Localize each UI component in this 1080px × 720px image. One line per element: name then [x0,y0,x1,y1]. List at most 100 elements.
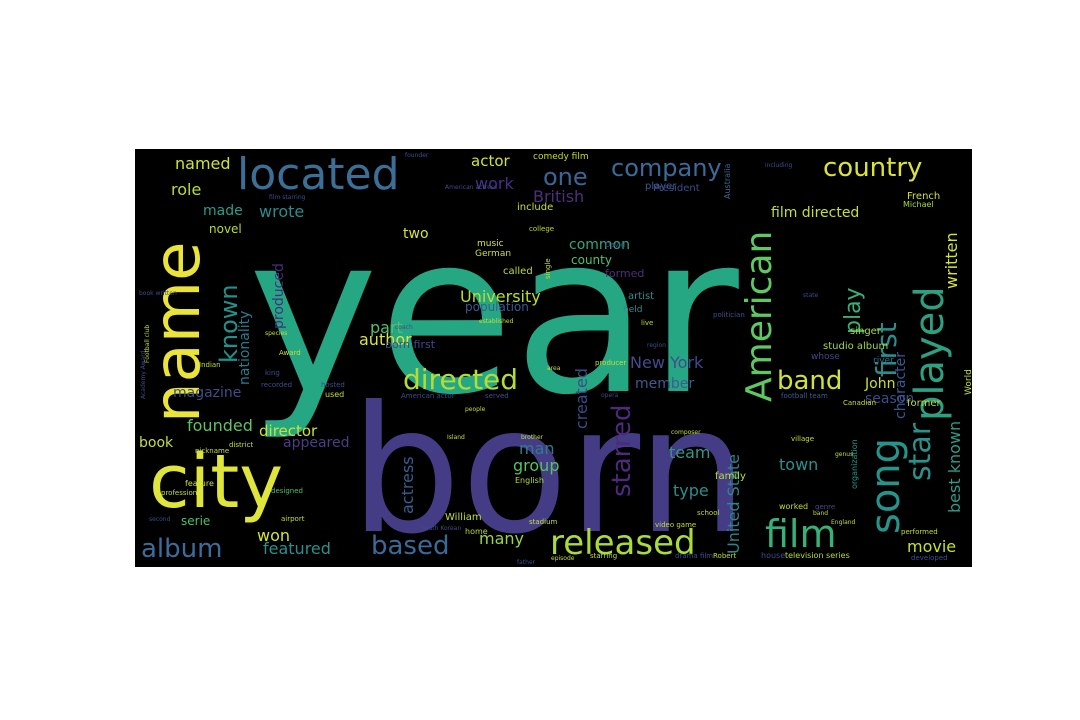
word-town: town [779,455,818,474]
word-novel: novel [209,222,242,236]
word-wrote: wrote [259,202,304,221]
word-people: people [465,406,486,413]
word-whose: whose [811,352,840,362]
word-area: area [547,365,561,372]
word-including: including [765,162,793,169]
word-featured: featured [263,539,331,558]
word-live: live [641,319,653,327]
word-produced: produced [271,263,287,329]
word-football-team: football team [781,392,828,400]
word-singer: singer [850,326,882,337]
word-best-known: best known [945,421,964,513]
word-called: called [503,266,533,277]
word-used: used [325,390,344,399]
word-opera: opera [601,392,619,399]
word-designed: designed [271,487,303,495]
word-located: located [237,149,400,200]
word-home: home [465,527,488,536]
word-known: known [215,284,243,363]
word-year: year [248,187,739,443]
word-island: Island [447,434,465,441]
word-worked: worked [779,502,808,511]
word-species: species [265,330,287,337]
word-won: won [257,526,290,545]
word-born-first: born first [385,338,436,351]
word-english: English [515,476,544,485]
word-england: England [831,519,856,526]
word-french: French [907,191,940,202]
word-state: state [803,292,819,299]
word-region: region [647,342,666,349]
word-canadian: Canadian [843,399,876,407]
word-cloud: year born name city located American son… [135,149,972,567]
word-organization: organization [850,439,859,489]
word-book: book [139,435,174,451]
word-director: director [259,422,318,440]
word-german: German [475,249,511,259]
word-single: single [544,258,552,279]
word-david: David [605,241,625,249]
word-movie: movie [907,537,956,556]
word-name: name [141,242,215,424]
word-established: established [479,318,514,325]
word-group: group [513,456,559,475]
word-studio-album: studio album [823,341,888,352]
word-television-series: television series [785,551,850,560]
word-film-starring: film starring [269,194,306,201]
word-british: British [533,187,584,206]
word-include: include [517,202,553,213]
word-american: American [739,231,780,402]
word-held: held [623,305,642,315]
word-indian: Indian [199,361,221,369]
word-actor: actor [471,152,510,170]
word-composer: composer [671,429,701,436]
word-second: second [149,516,171,523]
word-film-directed: film directed [771,205,859,221]
word-family: family [715,471,746,482]
word-hosted: hosted [321,381,345,389]
word-politician: politician [713,311,745,319]
word-comedy-film: comedy film [533,152,589,162]
word-album: album [141,534,222,564]
word-band-small: band [813,510,828,517]
word-united-state: United State [724,454,743,554]
word-american-actress: American actress [445,184,497,191]
word-player: player [645,181,677,192]
word-brother: brother [521,434,544,441]
word-new-york: New York [630,353,704,372]
word-starred: starred [607,404,637,497]
word-academy-award: Academy Award [140,350,147,399]
word-nickname: nickname [195,447,229,455]
word-football-club: Football club [144,325,151,363]
word-profession: profession [161,489,197,497]
word-genre: genre [815,503,835,511]
word-airport: airport [281,515,305,523]
word-directed: directed [403,363,518,396]
word-first: first [870,322,903,377]
word-cloud-canvas: year born name city located American son… [139,149,972,567]
word-michael: Michael [903,200,934,209]
word-city: city [149,439,283,525]
word-song: song [863,438,909,534]
word-genus: genus [835,451,853,458]
word-country: country [823,153,922,183]
word-australia: Australia [723,164,732,199]
word-serie: serie [181,514,210,528]
word-founded: founded [187,416,253,435]
word-stadium: stadium [529,518,558,526]
word-video-game: video game [655,521,696,529]
word-team: team [669,443,711,462]
word-magazine: magazine [173,385,241,401]
word-part: part [370,318,403,337]
word-coach: coach [395,324,413,331]
word-released: released [550,523,696,563]
word-character: character [893,352,909,419]
word-common: common [569,237,630,253]
word-appeared: appeared [283,435,350,451]
word-award: Award [279,349,301,357]
word-artist: artist [628,291,654,302]
word-band: band [777,366,842,396]
word-college: college [529,225,554,233]
word-president: President [653,183,700,194]
word-actress: actress [398,456,417,514]
